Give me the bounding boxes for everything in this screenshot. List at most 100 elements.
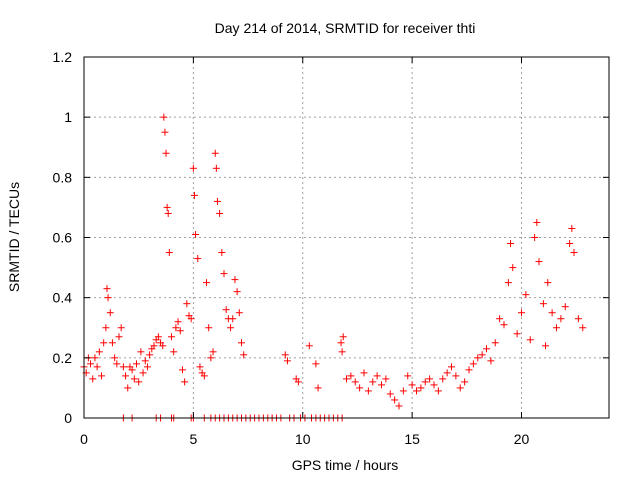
y-axis-label: SRMTID / TECUs bbox=[6, 182, 22, 292]
data-point bbox=[161, 128, 169, 136]
data-point bbox=[504, 279, 512, 287]
data-point bbox=[91, 354, 99, 362]
data-point bbox=[487, 357, 495, 365]
data-point bbox=[382, 375, 390, 383]
data-point bbox=[518, 309, 525, 317]
data-point bbox=[218, 249, 226, 257]
data-point bbox=[95, 348, 103, 356]
x-tick-label: 0 bbox=[80, 431, 88, 447]
x-tick-label: 10 bbox=[295, 431, 311, 447]
data-point bbox=[542, 342, 550, 350]
data-point bbox=[187, 315, 195, 323]
data-point bbox=[102, 324, 110, 332]
data-point bbox=[176, 327, 184, 335]
data-point bbox=[568, 224, 576, 232]
data-point bbox=[548, 309, 556, 317]
data-point bbox=[574, 315, 582, 323]
data-point bbox=[122, 372, 130, 380]
data-point bbox=[164, 209, 172, 217]
data-point bbox=[106, 309, 114, 317]
data-points bbox=[80, 113, 587, 422]
data-point bbox=[391, 396, 399, 404]
y-tick-label: 1.2 bbox=[53, 49, 73, 65]
data-point bbox=[150, 342, 158, 350]
gridlines bbox=[84, 57, 609, 418]
data-point bbox=[89, 375, 97, 383]
data-point bbox=[178, 366, 186, 374]
data-point bbox=[233, 288, 241, 296]
y-tick-label: 1 bbox=[64, 109, 72, 125]
data-point bbox=[386, 390, 394, 398]
y-tick-label: 0.8 bbox=[53, 169, 73, 185]
data-point bbox=[417, 384, 425, 392]
data-point bbox=[281, 351, 289, 359]
data-point bbox=[104, 294, 112, 302]
data-point bbox=[87, 360, 95, 368]
data-point bbox=[124, 384, 132, 392]
data-point bbox=[360, 369, 368, 377]
data-point bbox=[526, 336, 534, 344]
data-point bbox=[181, 378, 189, 386]
data-point bbox=[364, 387, 372, 395]
data-point bbox=[200, 372, 208, 380]
data-point bbox=[339, 333, 347, 341]
data-point bbox=[111, 354, 119, 362]
x-tick-label: 5 bbox=[189, 431, 197, 447]
data-point bbox=[452, 372, 460, 380]
data-point bbox=[192, 230, 200, 238]
data-point bbox=[413, 387, 420, 395]
data-point bbox=[98, 372, 105, 380]
data-point bbox=[461, 378, 469, 386]
data-point bbox=[174, 318, 182, 326]
data-point bbox=[93, 363, 101, 371]
data-point bbox=[579, 324, 587, 332]
data-point bbox=[163, 203, 171, 211]
data-point bbox=[283, 357, 291, 365]
data-point bbox=[154, 333, 162, 341]
data-point bbox=[294, 378, 302, 386]
data-point bbox=[108, 339, 116, 347]
data-point bbox=[314, 384, 322, 392]
data-point bbox=[356, 384, 364, 392]
data-point bbox=[544, 279, 552, 287]
data-point bbox=[408, 381, 416, 389]
data-point bbox=[483, 345, 490, 353]
data-point bbox=[203, 279, 210, 287]
data-point bbox=[553, 324, 560, 332]
data-point bbox=[469, 360, 477, 368]
data-point bbox=[474, 354, 482, 362]
data-point bbox=[139, 369, 147, 377]
data-point bbox=[231, 276, 239, 284]
data-point bbox=[141, 357, 149, 365]
data-point bbox=[404, 372, 412, 380]
y-tick-label: 0 bbox=[64, 410, 72, 426]
data-point bbox=[115, 333, 123, 341]
data-point bbox=[227, 324, 235, 332]
data-point bbox=[194, 255, 202, 263]
data-point bbox=[566, 240, 574, 248]
y-tick-label: 0.6 bbox=[53, 230, 73, 246]
data-point bbox=[235, 309, 243, 317]
data-point bbox=[351, 378, 359, 386]
data-point bbox=[533, 218, 541, 226]
data-point bbox=[430, 381, 438, 389]
data-point bbox=[172, 324, 180, 332]
data-point bbox=[337, 339, 345, 347]
data-point bbox=[557, 315, 565, 323]
x-tick-label: 15 bbox=[404, 431, 420, 447]
data-point bbox=[378, 381, 385, 389]
data-point bbox=[213, 197, 221, 205]
y-tick-label: 0.2 bbox=[53, 350, 73, 366]
data-point bbox=[128, 366, 136, 374]
x-tick-labels: 0 5 10 15 20 bbox=[80, 431, 529, 447]
data-point bbox=[539, 300, 547, 308]
data-point bbox=[216, 209, 224, 217]
data-point bbox=[229, 315, 237, 323]
data-point bbox=[305, 342, 313, 350]
data-point bbox=[448, 363, 455, 371]
data-point bbox=[162, 149, 170, 157]
y-tick-label: 0.4 bbox=[53, 290, 73, 306]
data-point bbox=[137, 348, 145, 356]
data-point bbox=[207, 354, 215, 362]
data-point bbox=[443, 369, 451, 377]
